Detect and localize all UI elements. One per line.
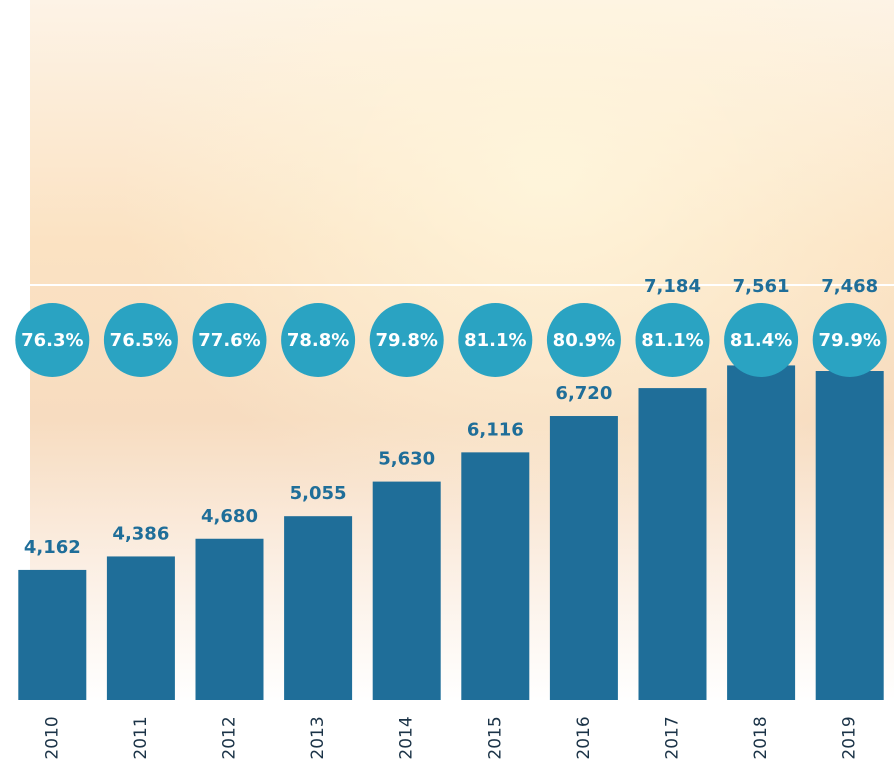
bar xyxy=(727,365,796,700)
value-label: 6,720 xyxy=(555,383,612,404)
value-label: 5,630 xyxy=(378,449,435,470)
percent-label: 81.1% xyxy=(464,330,526,351)
bar xyxy=(815,371,884,700)
bar xyxy=(18,569,87,700)
percent-label: 81.4% xyxy=(730,330,792,351)
percent-circle xyxy=(458,303,533,377)
percent-circle xyxy=(635,303,710,377)
value-label: 4,162 xyxy=(24,537,81,558)
value-label: 4,386 xyxy=(112,523,169,544)
x-tick-label: 2012 xyxy=(220,716,240,759)
percent-label: 79.9% xyxy=(818,330,880,351)
x-tick-label: 2018 xyxy=(751,716,771,759)
bar xyxy=(106,556,175,700)
percent-circle xyxy=(369,303,444,377)
value-label: 7,561 xyxy=(733,276,790,297)
bar xyxy=(638,388,707,700)
bar xyxy=(195,538,264,700)
x-tick-label: 2014 xyxy=(397,716,417,759)
x-tick-label: 2019 xyxy=(840,716,860,759)
bar xyxy=(284,516,353,700)
value-label: 6,116 xyxy=(467,419,524,440)
x-tick-label: 2011 xyxy=(131,716,151,759)
percent-label: 76.3% xyxy=(21,330,83,351)
plot: 4,162 76.3% 2010 4,386 76.5% 2011 4,680 77.6% 20… xyxy=(15,276,887,760)
x-tick-label: 2017 xyxy=(663,716,683,759)
bar xyxy=(549,416,618,700)
x-tick-label: 2016 xyxy=(574,716,594,759)
x-tick-label: 2013 xyxy=(308,716,328,759)
percent-circle xyxy=(546,303,621,377)
percent-label: 78.8% xyxy=(287,330,349,351)
percent-label: 80.9% xyxy=(553,330,615,351)
percent-label: 79.8% xyxy=(375,330,437,351)
value-label: 7,184 xyxy=(644,276,701,297)
x-tick-label: 2015 xyxy=(485,716,505,759)
percent-circle xyxy=(724,303,799,377)
value-label: 7,468 xyxy=(821,276,878,297)
value-label: 5,055 xyxy=(290,483,347,504)
percent-circle xyxy=(281,303,356,377)
percent-label: 76.5% xyxy=(110,330,172,351)
percent-circle xyxy=(192,303,267,377)
bar xyxy=(461,452,530,700)
bar xyxy=(372,481,441,700)
percent-label: 81.1% xyxy=(641,330,703,351)
percent-circle xyxy=(103,303,178,377)
x-tick-label: 2010 xyxy=(42,716,62,759)
background-edge xyxy=(0,0,30,270)
percent-label: 77.6% xyxy=(198,330,260,351)
percent-circle xyxy=(15,303,90,377)
value-label: 4,680 xyxy=(201,506,258,527)
percent-circle xyxy=(812,303,887,377)
